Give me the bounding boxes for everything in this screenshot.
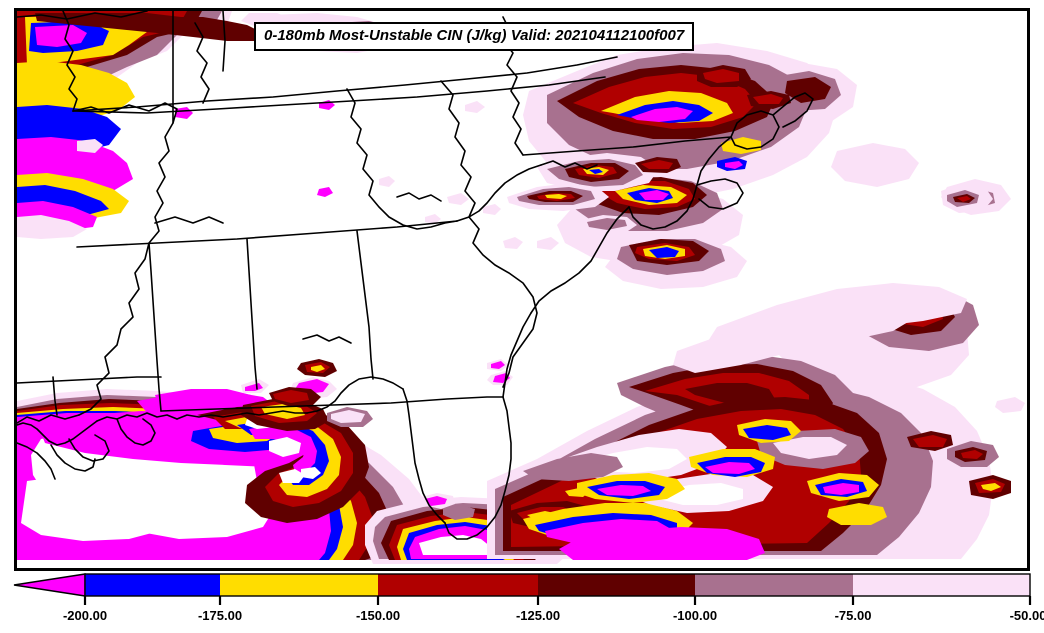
boundary-river-alabama <box>302 334 352 344</box>
colorbar: -200.00 -175.00 -150.00 -125.00 -100.00 … <box>13 573 1044 623</box>
boundary-louisiana-texas <box>52 376 58 416</box>
plot-title-text: 0-180mb Most-Unstable CIN (J/kg) Valid: … <box>264 27 685 44</box>
boundary-mississippi-river-north <box>62 11 78 112</box>
colorbar-tick-label-3: -125.00 <box>516 608 560 623</box>
boundary-georgia-alabama-south <box>356 230 374 380</box>
cin-shaded-contours <box>17 11 1025 564</box>
boundary-florida-bigbend <box>306 376 404 414</box>
boundary-alabama-georgia <box>246 238 258 390</box>
colorbar-tick-label-6: -50.00 <box>1010 608 1044 623</box>
boundary-sc-nc <box>456 164 542 222</box>
contour-group-gulf-coast-ribbon <box>241 387 373 431</box>
plot-title-box: 0-180mb Most-Unstable CIN (J/kg) Valid: … <box>254 22 695 51</box>
contour-group-gulf-of-mexico <box>17 389 435 560</box>
colorbar-segments <box>85 574 1030 596</box>
boundary-birdfoot-delta <box>68 434 110 462</box>
boundary-mississippi-alabama <box>148 242 162 412</box>
colorbar-segment-3 <box>538 574 695 596</box>
map-boundaries <box>17 11 814 540</box>
colorbar-tick-label-0: -200.00 <box>63 608 107 623</box>
boundary-florida-west-coast <box>402 388 446 524</box>
colorbar-tick-label-1: -175.00 <box>198 608 242 623</box>
boundary-virginia-west <box>194 22 210 104</box>
boundary-nc-coast-north <box>628 136 732 230</box>
boundary-kentucky-tennessee <box>72 76 606 114</box>
cin-contour-map <box>17 11 1027 568</box>
boundary-top-edge <box>17 11 148 20</box>
boundary-mississippi-coast <box>96 412 178 422</box>
boundary-virginia-nc <box>522 136 732 156</box>
colorbar-tick-label-2: -150.00 <box>356 608 400 623</box>
boundary-louisiana-coast-west <box>17 414 80 424</box>
colorbar-extend-min-arrow <box>14 574 85 596</box>
boundary-nc-sc-coast <box>530 206 630 314</box>
boundary-delmarva <box>772 92 814 128</box>
contour-group-carolina-coast <box>507 43 1011 289</box>
boundary-georgia-east <box>440 80 538 388</box>
colorbar-segment-4 <box>695 574 853 596</box>
boundary-louisiana-bays <box>116 418 156 446</box>
colorbar-outline <box>84 573 1031 597</box>
boundary-river-georgia <box>396 192 442 202</box>
colorbar-tick-labels: -200.00 -175.00 -150.00 -125.00 -100.00 … <box>63 608 1044 623</box>
boundary-small-river <box>154 216 224 224</box>
boundary-gulf-states-south-line <box>160 396 504 412</box>
contour-group-western-atlantic <box>487 183 1025 560</box>
boundary-georgia-north <box>346 88 458 230</box>
boundary-tennessee-north <box>72 56 618 112</box>
boundary-chesapeake-bay <box>730 110 780 150</box>
boundary-texas-louisiana-coast <box>17 442 56 480</box>
colorbar-container: -200.00 -175.00 -150.00 -125.00 -100.00 … <box>0 571 1044 633</box>
boundary-pamlico-sound <box>696 178 744 210</box>
colorbar-segment-5 <box>853 574 1030 596</box>
boundary-indiana-vertical <box>222 11 226 72</box>
boundary-delta-south <box>50 444 96 472</box>
map-panel: 0-180mb Most-Unstable CIN (J/kg) Valid: … <box>14 8 1030 571</box>
boundary-georgia-coast <box>502 312 532 398</box>
colorbar-tick-label-5: -75.00 <box>835 608 872 623</box>
colorbar-ticks <box>83 596 1032 605</box>
boundary-river-carolina <box>540 160 598 170</box>
boundary-louisiana-delta-outer <box>17 420 98 446</box>
boundary-florida-east-coast <box>444 396 512 540</box>
colorbar-segment-0 <box>85 574 220 596</box>
colorbar-segment-2 <box>378 574 538 596</box>
colorbar-tick-label-4: -100.00 <box>673 608 717 623</box>
boundary-louisiana-arkansas <box>17 376 162 384</box>
boundary-florida-panhandle-coast <box>176 410 308 420</box>
colorbar-segment-1 <box>220 574 378 596</box>
